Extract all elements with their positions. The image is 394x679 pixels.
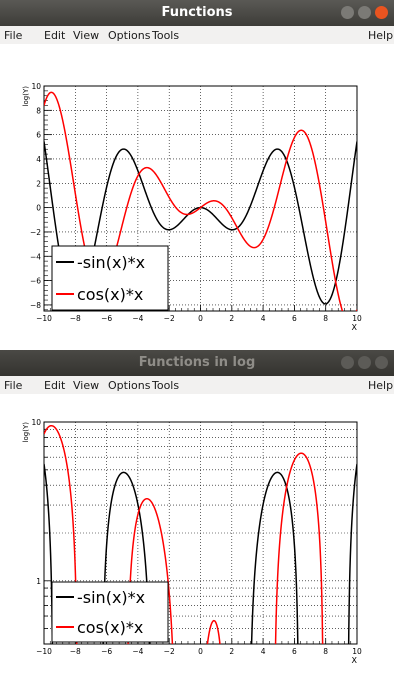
menu-edit[interactable]: Edit — [44, 29, 66, 42]
x-tick-label: 0 — [198, 314, 203, 323]
x-tick-label: −6 — [101, 647, 112, 656]
functions-log-chart: −10 −8 −6 −4 −2 0 2 4 6 8 10110log(Y)X-sin(x)*xcos… — [22, 418, 362, 665]
y-tick-label: −8 — [30, 301, 41, 310]
series-line-cos-x-times-x — [44, 424, 324, 644]
y-axis-label: log(Y) — [22, 422, 30, 443]
x-tick-label: −10 — [36, 314, 52, 323]
title-bar[interactable]: Functions — [0, 0, 394, 26]
menu-view[interactable]: View — [73, 379, 100, 392]
close-icon[interactable] — [375, 356, 388, 369]
x-tick-label: −2 — [164, 647, 175, 656]
legend-entry: -sin(x)*x — [77, 253, 145, 272]
y-tick-label: 10 — [31, 82, 41, 91]
legend-entry: cos(x)*x — [77, 618, 143, 637]
x-tick-label: 8 — [323, 647, 328, 656]
menu-edit[interactable]: Edit — [44, 379, 66, 392]
menu-bar: File Edit View Options Tools Help — [0, 376, 394, 394]
y-tick-label: 6 — [36, 131, 41, 140]
y-tick-label: −4 — [30, 252, 41, 261]
x-tick-label: −2 — [164, 314, 175, 323]
menu-help[interactable]: Help — [368, 379, 394, 392]
x-tick-label: 6 — [292, 314, 297, 323]
title-bar[interactable]: Functions in log — [0, 350, 394, 376]
plot-canvas[interactable]: −10 −8 −6 −4 −2 0 2 4 6 8 10 −8 −6 −4 −2 0 2 4 6 8 10 log(Y) X… — [0, 46, 394, 336]
legend-entry: cos(x)*x — [77, 285, 143, 304]
menu-tools[interactable]: Tools — [152, 29, 180, 42]
y-tick-label: 1 — [36, 577, 41, 586]
legend-entry: -sin(x)*x — [77, 588, 145, 607]
legend-box — [51, 581, 169, 643]
menu-bar: File Edit View Options Tools Help — [0, 26, 394, 44]
functions-chart: −10 −8 −6 −4 −2 0 2 4 6 8 10−8−6−4−20246810log(Y)X… — [22, 82, 362, 332]
series-line-neg-sin-x-times-x — [44, 463, 357, 644]
x-tick-label: 10 — [352, 314, 362, 323]
y-axis-label: log(Y) — [22, 86, 30, 107]
y-tick-label: 10 — [31, 418, 41, 427]
minimize-icon[interactable] — [341, 356, 354, 369]
menu-file[interactable]: File — [4, 379, 23, 392]
x-tick-label: 8 — [323, 314, 328, 323]
y-tick-label: −6 — [30, 277, 41, 286]
maximize-icon[interactable] — [358, 356, 371, 369]
menu-help[interactable]: Help — [368, 29, 394, 42]
maximize-icon[interactable] — [358, 6, 371, 19]
functions-window: Functions File Edit View Options Tools H… — [0, 0, 394, 336]
window-title: Functions in log — [138, 355, 256, 370]
x-tick-label: 2 — [229, 314, 234, 323]
menu-options[interactable]: Options — [108, 29, 151, 42]
menu-tools[interactable]: Tools — [152, 379, 180, 392]
x-tick-label: −4 — [132, 314, 143, 323]
x-tick-label: 4 — [261, 647, 266, 656]
minimize-icon[interactable] — [341, 6, 354, 19]
x-tick-label: −8 — [70, 647, 81, 656]
x-tick-label: 0 — [198, 647, 203, 656]
x-tick-label: −4 — [132, 647, 143, 656]
plot-canvas[interactable]: −10 −8 −6 −4 −2 0 2 4 6 8 10 1 10 log(Y) X -sin(x)*x cos… — [0, 396, 394, 675]
legend-box — [51, 245, 169, 311]
x-tick-label: −8 — [70, 314, 81, 323]
plot-frame — [43, 85, 358, 312]
y-tick-label: 8 — [36, 106, 41, 115]
menu-options[interactable]: Options — [108, 379, 151, 392]
y-tick-label: 0 — [36, 204, 41, 213]
x-tick-label: −6 — [101, 314, 112, 323]
menu-view[interactable]: View — [73, 29, 100, 42]
y-tick-label: −2 — [30, 228, 41, 237]
y-tick-label: 4 — [36, 155, 41, 164]
x-tick-label: 10 — [352, 647, 362, 656]
x-axis-label: X — [352, 656, 358, 665]
x-tick-label: 2 — [229, 647, 234, 656]
functions-in-log-window: Functions in log File Edit View Options … — [0, 350, 394, 675]
x-axis-label: X — [352, 323, 358, 332]
menu-file[interactable]: File — [4, 29, 23, 42]
x-tick-label: −10 — [36, 647, 52, 656]
window-title: Functions — [161, 5, 233, 20]
y-tick-label: 2 — [36, 179, 41, 188]
close-icon[interactable] — [375, 6, 388, 19]
x-tick-label: 4 — [261, 314, 266, 323]
plot-frame — [43, 421, 358, 645]
x-tick-label: 6 — [292, 647, 297, 656]
